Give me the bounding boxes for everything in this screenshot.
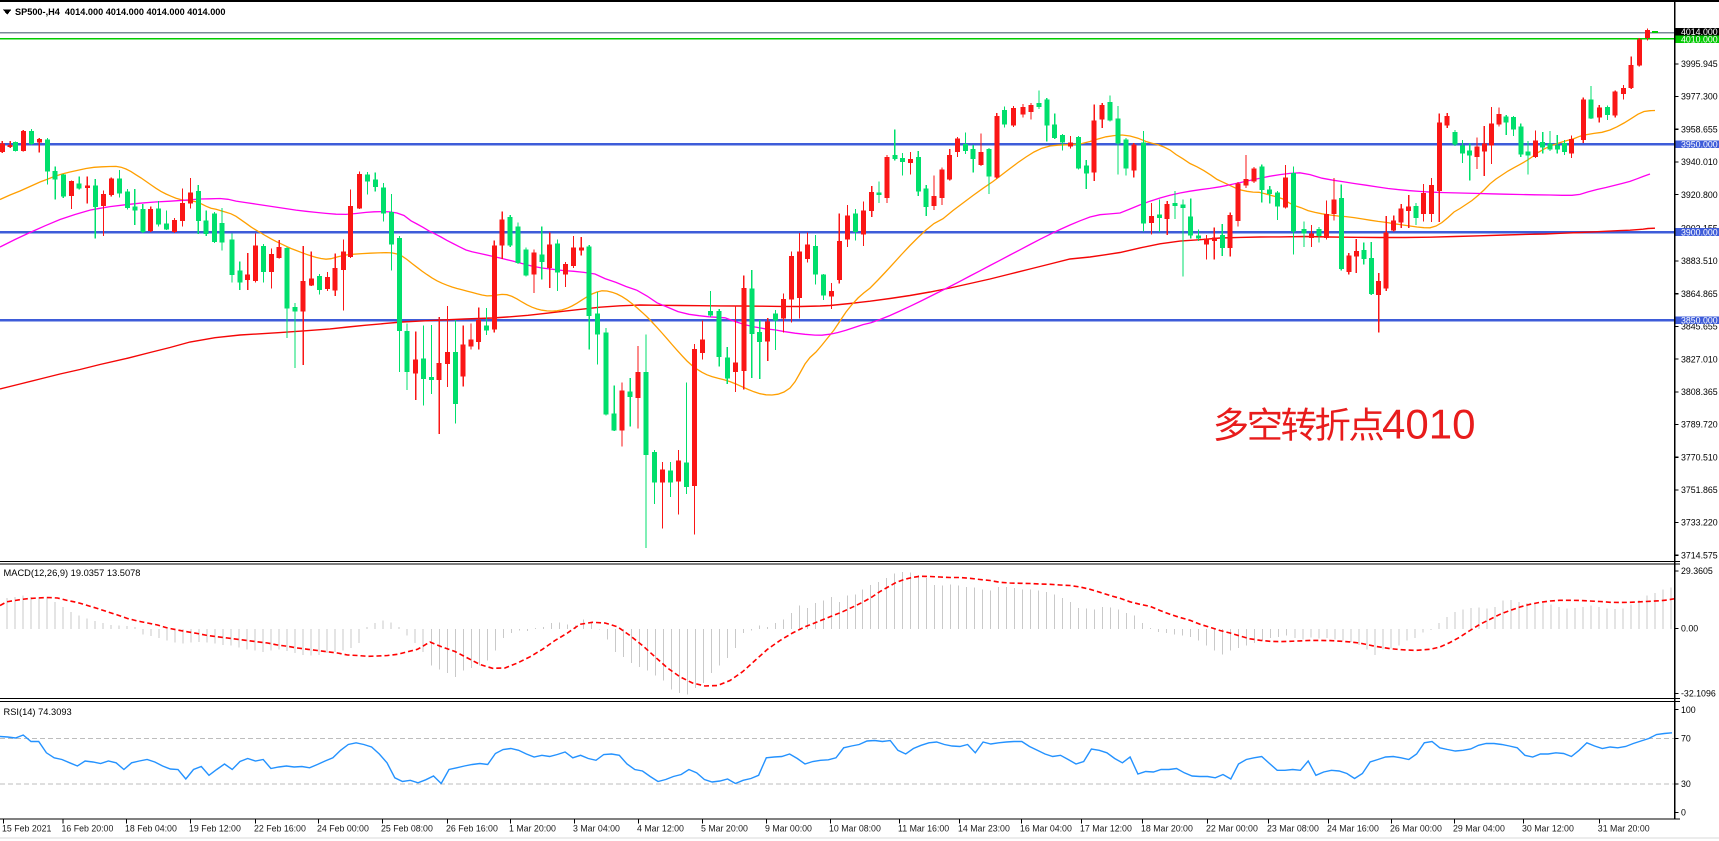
svg-text:24 Mar 16:00: 24 Mar 16:00 bbox=[1327, 824, 1379, 834]
svg-text:-32.1096: -32.1096 bbox=[1681, 689, 1716, 699]
svg-text:3950.000: 3950.000 bbox=[1681, 139, 1718, 149]
svg-text:3977.300: 3977.300 bbox=[1681, 92, 1718, 102]
svg-text:3751.865: 3751.865 bbox=[1681, 485, 1718, 495]
svg-text:4010: 4010 bbox=[1382, 400, 1476, 447]
svg-text:3920.800: 3920.800 bbox=[1681, 190, 1718, 200]
svg-text:4014.000: 4014.000 bbox=[1681, 27, 1718, 37]
svg-text:17 Mar 12:00: 17 Mar 12:00 bbox=[1080, 824, 1132, 834]
svg-text:0: 0 bbox=[1681, 808, 1686, 818]
svg-text:3900.000: 3900.000 bbox=[1681, 227, 1718, 237]
svg-text:11 Mar 16:00: 11 Mar 16:00 bbox=[898, 824, 949, 834]
svg-text:22 Mar 00:00: 22 Mar 00:00 bbox=[1206, 824, 1258, 834]
svg-text:3789.720: 3789.720 bbox=[1681, 420, 1718, 430]
svg-text:19 Feb 12:00: 19 Feb 12:00 bbox=[189, 824, 241, 834]
svg-text:18 Mar 20:00: 18 Mar 20:00 bbox=[1141, 824, 1193, 834]
svg-text:22 Feb 16:00: 22 Feb 16:00 bbox=[254, 824, 306, 834]
svg-text:70: 70 bbox=[1681, 734, 1691, 744]
svg-text:3770.510: 3770.510 bbox=[1681, 452, 1718, 462]
svg-text:3845.655: 3845.655 bbox=[1681, 322, 1718, 332]
svg-text:3995.945: 3995.945 bbox=[1681, 59, 1718, 69]
svg-text:31 Mar 20:00: 31 Mar 20:00 bbox=[1598, 824, 1650, 834]
svg-text:23 Mar 08:00: 23 Mar 08:00 bbox=[1267, 824, 1319, 834]
svg-text:24 Feb 00:00: 24 Feb 00:00 bbox=[317, 824, 369, 834]
svg-text:3958.655: 3958.655 bbox=[1681, 124, 1718, 134]
svg-text:3808.365: 3808.365 bbox=[1681, 387, 1718, 397]
svg-text:MACD(12,26,9) 19.0357 13.5078: MACD(12,26,9) 19.0357 13.5078 bbox=[4, 568, 141, 578]
svg-text:4 Mar 12:00: 4 Mar 12:00 bbox=[637, 824, 684, 834]
svg-text:14 Mar 23:00: 14 Mar 23:00 bbox=[958, 824, 1010, 834]
svg-text:15 Feb 2021: 15 Feb 2021 bbox=[2, 824, 52, 834]
svg-text:3714.575: 3714.575 bbox=[1681, 550, 1718, 560]
svg-text:100: 100 bbox=[1681, 705, 1696, 715]
svg-text:4010.000: 4010.000 bbox=[1681, 34, 1718, 44]
svg-text:26 Mar 00:00: 26 Mar 00:00 bbox=[1390, 824, 1442, 834]
svg-text:0.00: 0.00 bbox=[1681, 624, 1698, 634]
svg-text:3850.000: 3850.000 bbox=[1681, 316, 1718, 326]
svg-text:9 Mar 00:00: 9 Mar 00:00 bbox=[765, 824, 812, 834]
svg-text:3 Mar 04:00: 3 Mar 04:00 bbox=[573, 824, 620, 834]
svg-text:1 Mar 20:00: 1 Mar 20:00 bbox=[509, 824, 556, 834]
svg-text:16 Mar 04:00: 16 Mar 04:00 bbox=[1020, 824, 1072, 834]
svg-text:26 Feb 16:00: 26 Feb 16:00 bbox=[446, 824, 498, 834]
svg-text:3733.220: 3733.220 bbox=[1681, 518, 1718, 528]
svg-text:3883.510: 3883.510 bbox=[1681, 256, 1718, 266]
svg-text:29.3605: 29.3605 bbox=[1681, 566, 1713, 576]
svg-text:29 Mar 04:00: 29 Mar 04:00 bbox=[1453, 824, 1505, 834]
svg-text:3827.010: 3827.010 bbox=[1681, 354, 1718, 364]
svg-text:5 Mar 20:00: 5 Mar 20:00 bbox=[701, 824, 748, 834]
svg-text:10 Mar 08:00: 10 Mar 08:00 bbox=[829, 824, 881, 834]
svg-text:16 Feb 20:00: 16 Feb 20:00 bbox=[62, 824, 114, 834]
svg-text:RSI(14) 74.3093: RSI(14) 74.3093 bbox=[4, 707, 72, 717]
svg-text:30 Mar 12:00: 30 Mar 12:00 bbox=[1522, 824, 1574, 834]
svg-text:SP500-,H4 4014.000 4014.000 4: SP500-,H4 4014.000 4014.000 4014.000 401… bbox=[15, 7, 226, 17]
svg-text:30: 30 bbox=[1681, 779, 1691, 789]
svg-text:25 Feb 08:00: 25 Feb 08:00 bbox=[381, 824, 433, 834]
svg-text:3864.865: 3864.865 bbox=[1681, 289, 1718, 299]
svg-text:18 Feb 04:00: 18 Feb 04:00 bbox=[125, 824, 177, 834]
svg-text:3940.010: 3940.010 bbox=[1681, 157, 1718, 167]
